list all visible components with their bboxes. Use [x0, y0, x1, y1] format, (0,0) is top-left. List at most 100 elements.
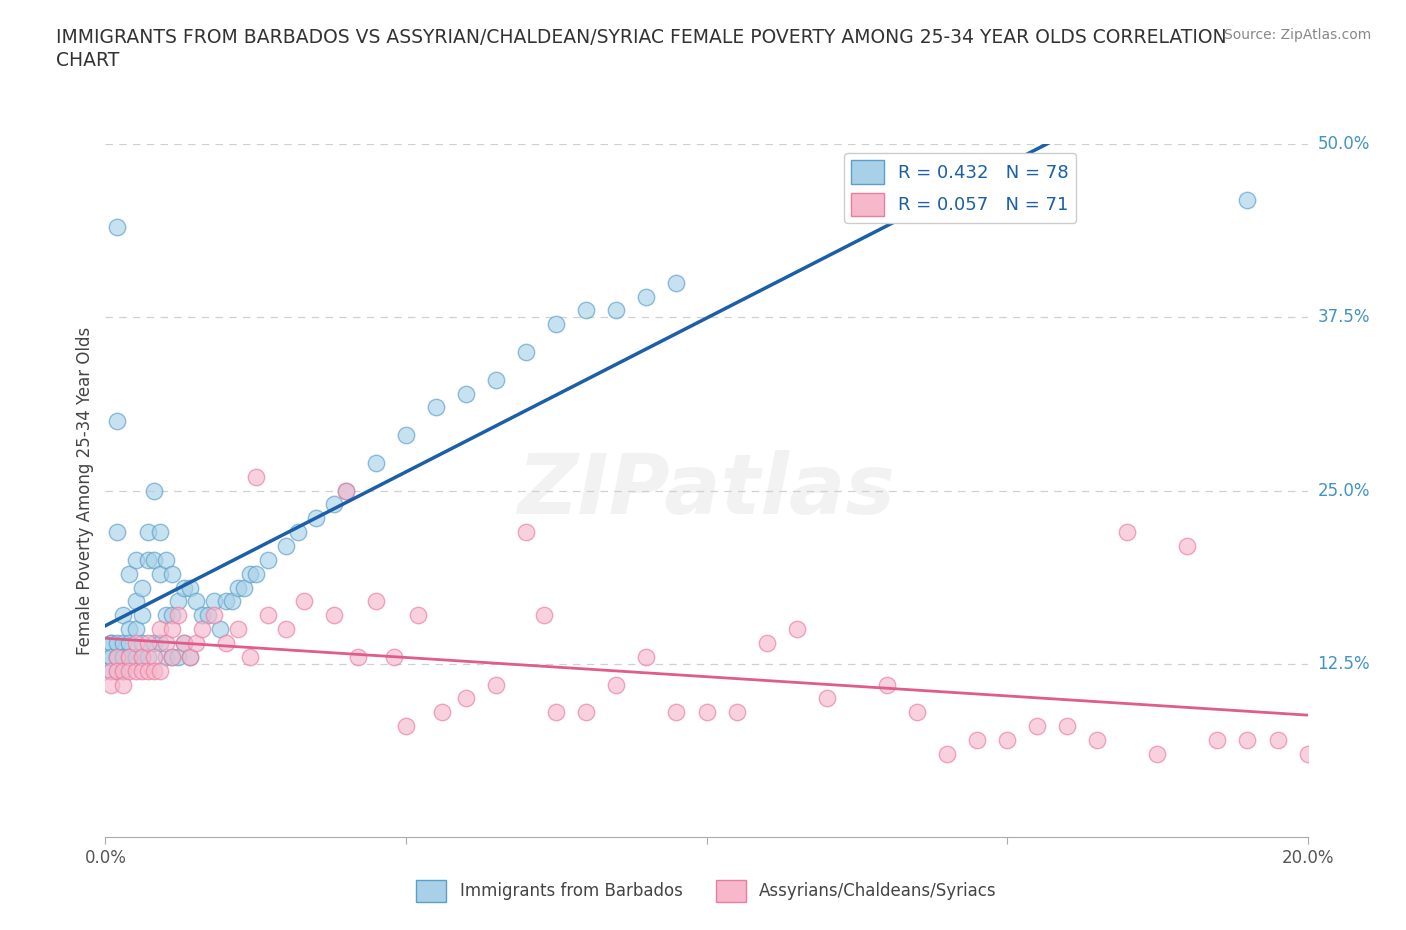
Point	[131, 608, 153, 623]
Point	[221, 594, 243, 609]
Point	[112, 649, 135, 664]
Point	[485, 677, 508, 692]
Point	[112, 649, 135, 664]
Point	[124, 622, 146, 637]
Point	[966, 733, 988, 748]
Point	[166, 594, 188, 609]
Point	[292, 594, 315, 609]
Point	[155, 608, 177, 623]
Point	[118, 649, 141, 664]
Point	[131, 580, 153, 595]
Point	[533, 608, 555, 623]
Point	[107, 219, 129, 234]
Point	[636, 649, 658, 664]
Point	[575, 303, 598, 318]
Point	[155, 649, 177, 664]
Point	[166, 649, 188, 664]
Text: 50.0%: 50.0%	[1317, 135, 1369, 153]
Point	[364, 594, 387, 609]
Point	[214, 635, 236, 650]
Point	[245, 470, 267, 485]
Point	[184, 635, 207, 650]
Point	[936, 747, 959, 762]
Point	[322, 608, 344, 623]
Text: 12.5%: 12.5%	[1317, 655, 1369, 672]
Point	[131, 635, 153, 650]
Point	[305, 511, 328, 525]
Text: IMMIGRANTS FROM BARBADOS VS ASSYRIAN/CHALDEAN/SYRIAC FEMALE POVERTY AMONG 25-34 : IMMIGRANTS FROM BARBADOS VS ASSYRIAN/CHA…	[56, 28, 1227, 46]
Point	[406, 608, 429, 623]
Point	[725, 705, 748, 720]
Point	[160, 649, 183, 664]
Point	[118, 663, 141, 678]
Point	[118, 649, 141, 664]
Point	[274, 538, 297, 553]
Point	[786, 622, 808, 637]
Point	[107, 663, 129, 678]
Point	[112, 677, 135, 692]
Point	[232, 580, 254, 595]
Point	[124, 552, 146, 567]
Point	[696, 705, 718, 720]
Point	[112, 663, 135, 678]
Point	[256, 552, 278, 567]
Point	[335, 484, 357, 498]
Point	[1146, 747, 1168, 762]
Point	[1236, 193, 1258, 207]
Point	[454, 691, 477, 706]
Text: 25.0%: 25.0%	[1317, 482, 1369, 499]
Point	[347, 649, 370, 664]
Point	[112, 663, 135, 678]
Text: Source: ZipAtlas.com: Source: ZipAtlas.com	[1223, 28, 1371, 42]
Point	[226, 622, 249, 637]
Point	[173, 580, 195, 595]
Point	[124, 594, 146, 609]
Point	[636, 289, 658, 304]
Point	[1267, 733, 1289, 748]
Point	[1026, 719, 1049, 734]
Point	[142, 484, 165, 498]
Point	[118, 635, 141, 650]
Point	[160, 622, 183, 637]
Point	[1056, 719, 1078, 734]
Point	[546, 705, 568, 720]
Point	[107, 663, 129, 678]
Point	[107, 414, 129, 429]
Point	[179, 649, 201, 664]
Point	[100, 663, 122, 678]
Point	[605, 677, 627, 692]
Point	[515, 525, 537, 539]
Point	[107, 649, 129, 664]
Point	[142, 649, 165, 664]
Point	[454, 386, 477, 401]
Point	[131, 663, 153, 678]
Point	[605, 303, 627, 318]
Point	[155, 552, 177, 567]
Point	[107, 525, 129, 539]
Point	[136, 635, 159, 650]
Point	[142, 635, 165, 650]
Point	[202, 608, 225, 623]
Legend: Immigrants from Barbados, Assyrians/Chaldeans/Syriacs: Immigrants from Barbados, Assyrians/Chal…	[409, 873, 1004, 909]
Y-axis label: Female Poverty Among 25-34 Year Olds: Female Poverty Among 25-34 Year Olds	[76, 326, 94, 655]
Point	[197, 608, 219, 623]
Point	[124, 663, 146, 678]
Text: ZIPatlas: ZIPatlas	[517, 450, 896, 531]
Point	[184, 594, 207, 609]
Point	[1236, 733, 1258, 748]
Point	[876, 677, 898, 692]
Point	[382, 649, 405, 664]
Text: 37.5%: 37.5%	[1317, 309, 1369, 326]
Point	[995, 733, 1018, 748]
Point	[107, 649, 129, 664]
Point	[226, 580, 249, 595]
Point	[100, 635, 122, 650]
Point	[131, 649, 153, 664]
Point	[179, 649, 201, 664]
Point	[245, 566, 267, 581]
Point	[256, 608, 278, 623]
Point	[905, 705, 928, 720]
Point	[239, 566, 262, 581]
Point	[166, 608, 188, 623]
Point	[173, 635, 195, 650]
